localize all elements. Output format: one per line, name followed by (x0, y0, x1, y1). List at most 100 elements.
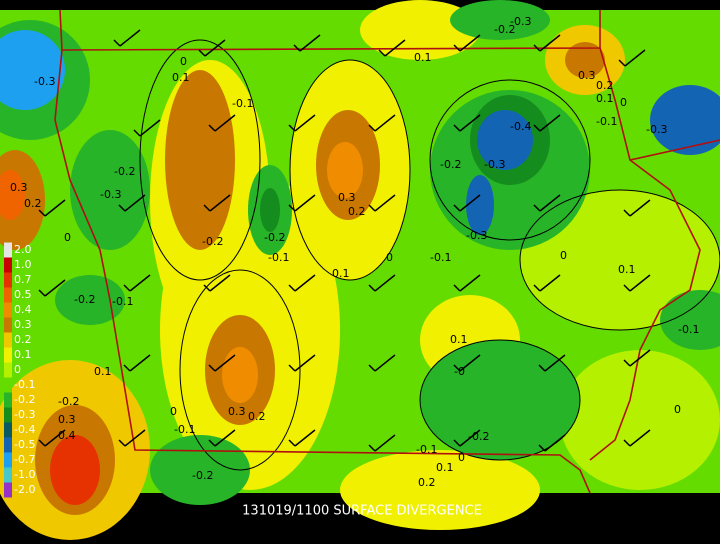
color-swatch (4, 422, 12, 438)
wind-barb (204, 39, 226, 57)
wind-barb (288, 284, 296, 292)
contour-label: -0.2 (494, 23, 515, 36)
wind-barb (288, 364, 296, 372)
state-borders (54, 9, 720, 494)
color-swatch (4, 272, 12, 288)
wind-barb (623, 439, 631, 447)
wind-barb (368, 284, 376, 292)
wind-barb (123, 284, 131, 292)
contour-label: 0 (64, 231, 71, 244)
wind-barb (533, 204, 541, 212)
color-swatch (4, 332, 12, 348)
field-zone (660, 290, 720, 350)
wind-barb (208, 364, 216, 372)
wind-barb (539, 194, 561, 212)
wind-barb (533, 124, 541, 132)
wind-barb (214, 354, 236, 372)
contour-label: -0.3 (510, 15, 531, 28)
contour-label: -0.2 (114, 165, 135, 178)
isoline (519, 189, 720, 331)
contour-label: 0.2 (348, 205, 366, 218)
color-label: 0.5 (14, 288, 32, 301)
wind-barb (374, 194, 396, 212)
wind-barbs (38, 29, 651, 452)
color-bar: 2.0 1.0 0.7 0.5 0.4 0.3 0.2 0.1 0 -0.1 -0.2 -0.3 -0.… (4, 242, 35, 498)
contour-label: -0.2 (440, 158, 461, 171)
contour-label: -0.1 (678, 323, 699, 336)
wind-barb (44, 279, 66, 297)
contour-label: -0.1 (430, 251, 451, 264)
contour-label: -0.2 (74, 293, 95, 306)
wind-barb (453, 44, 461, 52)
contour-label: -0.3 (484, 158, 505, 171)
field-zone (565, 42, 605, 78)
isoline (429, 79, 591, 241)
contour-label: 0 (458, 451, 465, 464)
wind-barb (539, 274, 561, 292)
wind-barb (288, 204, 296, 212)
wind-barb (288, 439, 296, 447)
color-swatch (4, 257, 12, 273)
contour-label: -0.2 (58, 395, 79, 408)
wind-barb (214, 114, 236, 132)
field-zone (650, 85, 720, 155)
wind-barb (374, 274, 396, 292)
wind-barb (38, 209, 46, 217)
wind-barb (38, 289, 46, 297)
contour-label: 0 (620, 96, 627, 109)
color-swatch (4, 467, 12, 483)
wind-barb (209, 194, 231, 212)
wind-barb (294, 354, 316, 372)
field-zone (70, 130, 150, 250)
color-swatch (4, 392, 12, 408)
contour-label: 0.1 (414, 51, 432, 64)
color-label: 0.4 (14, 303, 32, 316)
field-zone (450, 0, 550, 40)
wind-barb (113, 39, 121, 47)
wind-barb (198, 49, 206, 57)
wind-barb (629, 349, 651, 367)
wind-barb (459, 194, 481, 212)
contour-label: 0 (170, 405, 177, 418)
border (589, 47, 701, 461)
contour-label: -0.2 (192, 469, 213, 482)
wind-barb (459, 429, 481, 447)
color-swatch (4, 407, 12, 423)
wind-barb (119, 29, 141, 47)
wind-barb (453, 204, 461, 212)
wind-barb (544, 434, 566, 452)
wind-barb (129, 354, 151, 372)
wind-barb (459, 274, 481, 292)
contour-label: -0.2 (264, 231, 285, 244)
wind-barb (374, 114, 396, 132)
color-label: -0.4 (14, 423, 35, 436)
color-swatch (4, 317, 12, 333)
wind-barb (618, 59, 626, 67)
wind-barb (214, 429, 236, 447)
wind-barb (538, 444, 546, 452)
wind-barb (294, 274, 316, 292)
field-zone (327, 142, 363, 198)
contour-label: -0.2 (468, 430, 489, 443)
wind-barb (378, 49, 386, 57)
contour-label: 0.2 (596, 79, 614, 92)
wind-barb (453, 364, 461, 372)
wind-barb (129, 274, 151, 292)
color-label: -0.2 (14, 393, 35, 406)
field-zone (466, 175, 494, 235)
wind-barb (629, 199, 651, 217)
isoline (179, 269, 301, 471)
contour-label: 0.1 (94, 365, 112, 378)
wind-barb (368, 124, 376, 132)
contour-label: 0.3 (58, 413, 76, 426)
field-zone (0, 30, 65, 110)
wind-barb (203, 204, 211, 212)
contour-label: 0.1 (618, 263, 636, 276)
field-zone (150, 435, 250, 505)
wind-barb (293, 44, 301, 52)
contour-label: -0.1 (232, 97, 253, 110)
color-swatch (4, 482, 12, 498)
border (59, 9, 601, 51)
color-swatch (4, 242, 12, 258)
wind-barb (124, 194, 146, 212)
